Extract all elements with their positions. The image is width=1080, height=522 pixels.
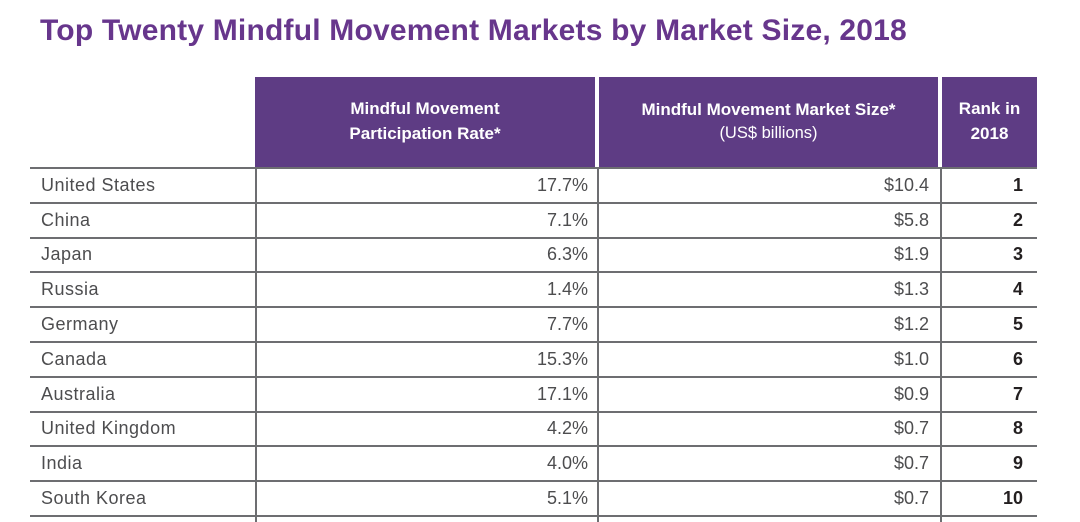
- header-cell-participation-rate: Mindful Movement Participation Rate*: [255, 77, 595, 167]
- rank-cell: 2: [940, 203, 1037, 237]
- market-size-cell: $0.9: [597, 377, 940, 411]
- country-cell: Japan: [41, 244, 93, 265]
- rank-cell: [940, 516, 1037, 522]
- country-cell: Canada: [41, 348, 108, 369]
- header-participation-line2: Participation Rate*: [349, 124, 501, 143]
- rank-cell: 6: [940, 342, 1037, 376]
- country-cell: Australia: [41, 383, 116, 404]
- market-size-cell: $0.7: [597, 482, 940, 515]
- market-size-cell: $0.7: [597, 447, 940, 481]
- rank-cell: 7: [940, 377, 1037, 411]
- participation-rate-cell: [255, 516, 597, 522]
- page-title: Top Twenty Mindful Movement Markets by M…: [40, 14, 907, 47]
- market-size-cell: [597, 516, 940, 522]
- table-header-row: Mindful Movement Participation Rate* Min…: [30, 77, 1037, 167]
- header-cell-rank: Rank in 2018: [942, 77, 1037, 167]
- mindful-movement-table: Mindful Movement Participation Rate* Min…: [30, 77, 1037, 522]
- country-cell: United Kingdom: [41, 418, 177, 439]
- participation-rate-cell: 6.3%: [255, 238, 597, 272]
- participation-rate-cell: 15.3%: [255, 342, 597, 376]
- header-cell-country: [30, 77, 255, 167]
- table-row: China 7.1% $5.8 2: [30, 201, 1037, 237]
- table-row: Russia 1.4% $1.3 4: [30, 271, 1037, 307]
- rank-cell: 4: [940, 273, 1037, 307]
- country-cell: [30, 517, 255, 522]
- table-row: United States 17.7% $10.4 1: [30, 167, 1037, 202]
- market-size-cell: $5.8: [597, 203, 940, 237]
- country-cell: India: [41, 453, 83, 474]
- country-cell: Russia: [41, 279, 100, 300]
- table-row: United Kingdom 4.2% $0.7 8: [30, 410, 1037, 446]
- table-row: South Korea 5.1% $0.7 10: [30, 480, 1037, 515]
- rank-cell: 9: [940, 447, 1037, 481]
- table-row: India 4.0% $0.7 9: [30, 445, 1037, 481]
- rank-cell: 3: [940, 238, 1037, 272]
- table-row: Germany 7.7% $1.2 5: [30, 306, 1037, 341]
- country-cell: Germany: [41, 314, 119, 335]
- participation-rate-cell: 1.4%: [255, 273, 597, 307]
- table-row: Canada 15.3% $1.0 6: [30, 340, 1037, 376]
- country-cell: South Korea: [41, 488, 147, 509]
- header-cell-market-size: Mindful Movement Market Size* (US$ billi…: [599, 77, 938, 167]
- table-row: Japan 6.3% $1.9 3: [30, 236, 1037, 272]
- table-row-truncated: [30, 514, 1037, 522]
- participation-rate-cell: 7.7%: [255, 308, 597, 341]
- participation-rate-cell: 4.2%: [255, 412, 597, 446]
- header-participation-line1: Mindful Movement: [350, 99, 500, 119]
- header-rank-line1: Rank in: [958, 99, 1021, 119]
- participation-rate-cell: 17.7%: [255, 169, 597, 202]
- market-size-cell: $1.2: [597, 308, 940, 341]
- rank-cell: 1: [940, 169, 1037, 202]
- market-size-cell: $10.4: [597, 169, 940, 202]
- header-rank-line2: 2018: [970, 124, 1009, 143]
- participation-rate-cell: 5.1%: [255, 482, 597, 515]
- country-cell: China: [41, 209, 91, 230]
- header-market-size-line2: (US$ billions): [719, 124, 818, 143]
- market-size-cell: $1.3: [597, 273, 940, 307]
- table-row: Australia 17.1% $0.9 7: [30, 375, 1037, 411]
- participation-rate-cell: 17.1%: [255, 377, 597, 411]
- rank-cell: 8: [940, 412, 1037, 446]
- participation-rate-cell: 4.0%: [255, 447, 597, 481]
- market-size-cell: $1.9: [597, 238, 940, 272]
- country-cell: United States: [41, 174, 156, 195]
- rank-cell: 5: [940, 308, 1037, 341]
- market-size-cell: $1.0: [597, 342, 940, 376]
- rank-cell: 10: [940, 482, 1037, 515]
- header-market-size-line1: Mindful Movement Market Size*: [641, 99, 896, 119]
- participation-rate-cell: 7.1%: [255, 203, 597, 237]
- market-size-cell: $0.7: [597, 412, 940, 446]
